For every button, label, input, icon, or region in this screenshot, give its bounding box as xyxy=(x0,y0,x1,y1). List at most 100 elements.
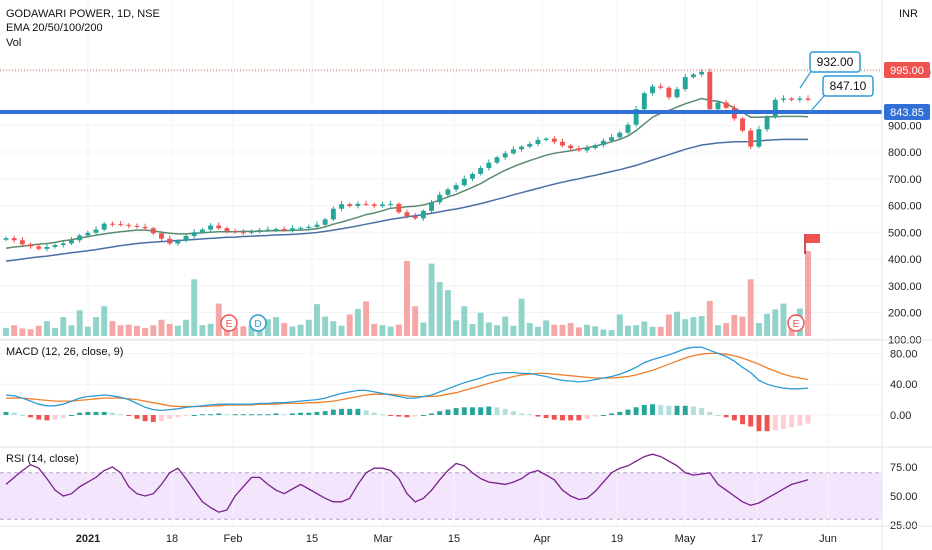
macd-histogram-bar xyxy=(519,413,525,415)
candle-body xyxy=(347,204,353,207)
earnings-marker-may[interactable]: E xyxy=(787,314,805,332)
volume-bar xyxy=(101,306,108,336)
rsi-pane[interactable] xyxy=(5,453,809,513)
candle-body xyxy=(772,99,778,118)
macd-histogram-bar xyxy=(363,410,369,415)
level-price-value: 843.85 xyxy=(890,107,924,119)
volume-bar xyxy=(354,309,361,336)
candle-body xyxy=(625,124,631,133)
volume-label[interactable]: Vol xyxy=(6,37,21,49)
candle-body xyxy=(510,149,516,154)
volume-bar xyxy=(19,328,26,336)
macd-histogram-bar xyxy=(609,413,615,415)
volume-bar xyxy=(420,322,427,336)
callout-lower-box[interactable] xyxy=(822,75,874,97)
macd-tick-label: 40.00 xyxy=(890,379,918,391)
candle-body xyxy=(650,86,655,94)
macd-histogram-bar xyxy=(126,415,132,416)
volume-bar xyxy=(346,314,353,336)
candle-body xyxy=(535,139,541,144)
candle-body xyxy=(658,86,664,88)
macd-histogram-bar xyxy=(666,405,672,415)
candle-body xyxy=(167,238,173,244)
volume-bar xyxy=(199,325,206,336)
price-tick-label: 800.00 xyxy=(888,147,922,159)
macd-histogram-bar xyxy=(289,413,295,415)
time-axis[interactable]: 2021 18 Feb 15 Mar 15 Apr 19 May 17 Jun xyxy=(76,533,837,545)
callout-upper-box[interactable] xyxy=(809,51,861,73)
dividend-marker-jan[interactable]: D xyxy=(249,314,267,332)
macd-histogram-bar xyxy=(150,415,156,422)
candle-body xyxy=(19,240,25,245)
level-price-tag xyxy=(884,104,930,120)
volume-bar xyxy=(248,325,255,336)
price-axis[interactable]: 1,100.00900.00800.00700.00600.00500.0040… xyxy=(888,67,931,532)
candle-body xyxy=(592,145,598,148)
candle-body xyxy=(322,219,328,225)
candle-body xyxy=(3,238,9,240)
candle-body xyxy=(44,246,50,249)
volume-bar xyxy=(510,325,517,336)
candle-body xyxy=(330,208,336,220)
macd-histogram-bar xyxy=(232,414,238,416)
macd-histogram-bar xyxy=(52,415,58,420)
candle-body xyxy=(298,227,304,229)
candle-body xyxy=(666,87,672,98)
candle-body xyxy=(175,240,181,244)
candle-body xyxy=(527,143,533,147)
macd-histogram-bar xyxy=(379,414,385,416)
macd-histogram-bar xyxy=(682,405,688,415)
earnings-marker-jan[interactable]: E xyxy=(220,314,238,332)
macd-histogram-bar xyxy=(748,415,754,427)
macd-histogram-bar xyxy=(142,415,148,422)
macd-histogram-bar xyxy=(19,415,25,416)
macd-histogram-bar xyxy=(273,413,279,415)
candle-body xyxy=(617,132,623,138)
volume-bar xyxy=(133,325,140,336)
macd-histogram-bar xyxy=(167,415,173,419)
callout-lower-pointer xyxy=(809,95,825,113)
macd-histogram-bar xyxy=(633,407,639,415)
volume-bar xyxy=(706,300,713,336)
candle-body xyxy=(396,203,402,213)
candle-body xyxy=(740,118,745,131)
volume-bar xyxy=(191,279,198,336)
volume-bar xyxy=(485,322,492,336)
macd-histogram-bar xyxy=(740,415,745,425)
volume-bar xyxy=(428,263,435,336)
volume-bar xyxy=(412,306,419,336)
macd-histogram-bar xyxy=(109,412,115,415)
symbol-title[interactable]: GODAWARI POWER, 1D, NSE xyxy=(6,8,160,20)
macd-histogram-bar xyxy=(314,411,320,415)
volume-bar xyxy=(584,324,590,336)
candle-body xyxy=(748,130,754,147)
candle-body xyxy=(363,203,369,205)
candle-body xyxy=(584,147,590,151)
macd-histogram-bar xyxy=(764,415,770,432)
macd-histogram-bar xyxy=(101,411,107,415)
macd-histogram-bar xyxy=(240,414,246,416)
flag-marker[interactable] xyxy=(804,234,820,254)
volume-bar xyxy=(215,303,222,336)
volume-bar xyxy=(747,279,754,336)
candle-body xyxy=(257,230,263,232)
rsi-title[interactable]: RSI (14, close) xyxy=(6,453,79,465)
volume-bar xyxy=(166,323,173,336)
candle-body xyxy=(109,223,115,225)
candle-body xyxy=(568,145,574,149)
macd-title[interactable]: MACD (12, 26, close, 9) xyxy=(6,346,123,358)
candle-body xyxy=(28,244,34,247)
macd-histogram-bar xyxy=(584,415,590,419)
volume-bar xyxy=(76,310,83,336)
ema-indicator-label[interactable]: EMA 20/50/100/200 xyxy=(6,22,103,34)
volume-bar xyxy=(772,309,779,336)
candlesticks[interactable] xyxy=(3,68,811,252)
candle-body xyxy=(560,141,565,146)
volume-bar xyxy=(739,316,746,336)
volume-bar xyxy=(35,325,42,336)
macd-pane[interactable] xyxy=(3,346,811,432)
volume-bar xyxy=(698,316,705,336)
volume-bar xyxy=(649,326,656,336)
candle-body xyxy=(437,194,443,203)
macd-histogram-bar xyxy=(339,408,344,415)
